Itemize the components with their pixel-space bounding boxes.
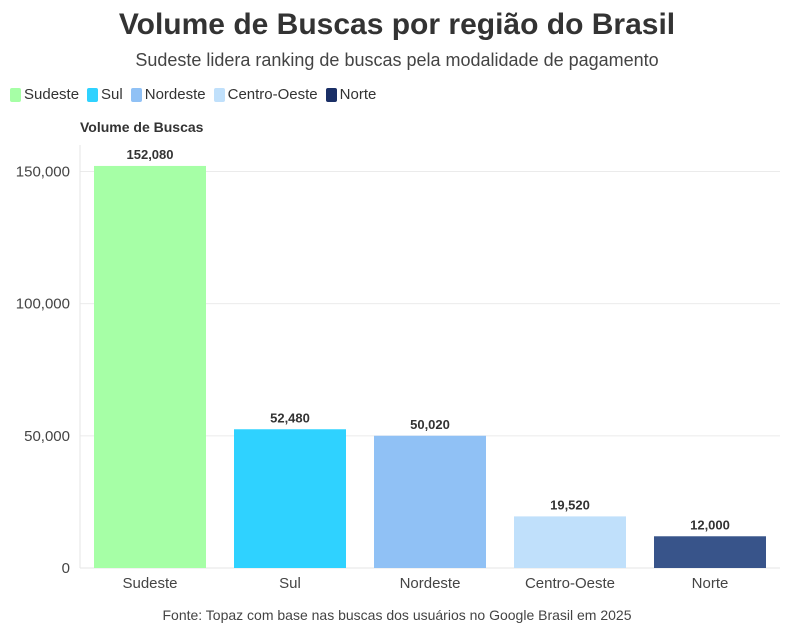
data-label: 52,480	[270, 410, 310, 425]
bar	[94, 165, 206, 568]
legend-label-nordeste: Nordeste	[144, 86, 206, 103]
chart-title: Volume de Buscas por região do Brasil	[118, 8, 676, 41]
legend-item-sul[interactable]: Sul	[87, 86, 123, 103]
legend-label-centro-oeste: Centro-Oeste	[227, 86, 318, 103]
x-tick-label: Sudeste	[122, 575, 177, 592]
chart-source: Fonte: Topaz com base nas buscas dos usu…	[162, 607, 632, 623]
legend-swatch-sul	[87, 87, 99, 102]
legend-label-sudeste: Sudeste	[24, 86, 80, 103]
data-label: 152,080	[127, 147, 174, 162]
y-tick-label: 100,000	[16, 296, 70, 313]
y-tick-label: 50,000	[24, 428, 70, 445]
x-tick-label: Centro-Oeste	[525, 575, 615, 592]
y-tick-label: 150,000	[16, 163, 70, 180]
data-label: 50,020	[410, 417, 450, 432]
legend-label-norte: Norte	[339, 86, 377, 103]
data-label: 12,000	[690, 517, 730, 532]
legend-swatch-centro-oeste	[213, 87, 225, 102]
bar	[234, 429, 346, 568]
x-tick-label: Nordeste	[400, 575, 461, 592]
data-label: 19,520	[550, 497, 590, 512]
legend-swatch-norte	[325, 87, 337, 102]
chart-subtitle: Sudeste lidera ranking de buscas pela mo…	[135, 50, 659, 70]
y-tick-label: 0	[62, 560, 70, 577]
y-axis-title: Volume de Buscas	[80, 119, 204, 135]
bar	[654, 536, 766, 568]
x-tick-label: Sul	[279, 575, 301, 592]
legend-item-centro-oeste[interactable]: Centro-Oeste	[213, 86, 318, 103]
bar	[514, 516, 626, 568]
legend-label-sul: Sul	[101, 86, 123, 103]
legend-swatch-sudeste	[10, 87, 21, 102]
x-tick-label: Norte	[692, 575, 729, 592]
legend-swatch-nordeste	[130, 87, 142, 102]
legend-item-nordeste[interactable]: Nordeste	[130, 86, 206, 103]
legend-item-sudeste[interactable]: Sudeste	[10, 86, 79, 103]
bar	[374, 435, 486, 568]
legend-item-norte[interactable]: Norte	[325, 86, 377, 103]
chart-legend: Sudeste Sul Nordeste Centro-Oeste Norte	[10, 86, 384, 103]
